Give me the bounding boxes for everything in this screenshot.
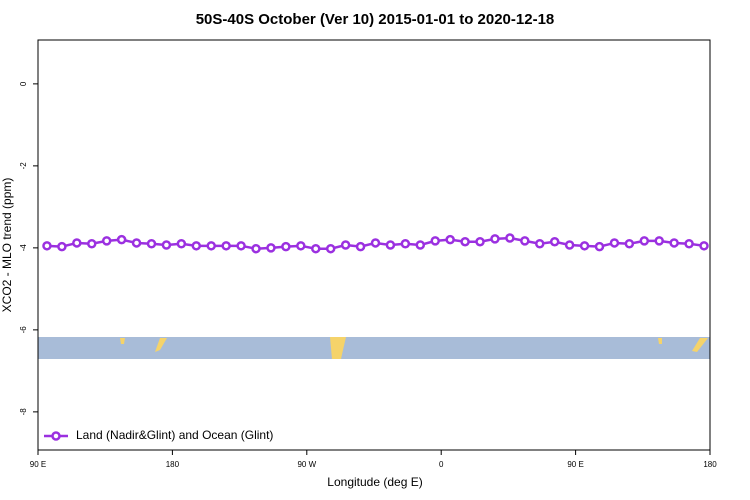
point: [146, 239, 157, 249]
point: [266, 243, 276, 253]
point: [520, 236, 530, 246]
map-strip: [38, 337, 710, 359]
point: [325, 243, 336, 254]
point: [684, 239, 694, 249]
point: [579, 241, 590, 251]
point: [639, 236, 650, 246]
point: [236, 241, 246, 251]
point: [131, 238, 142, 248]
point: [370, 238, 381, 248]
point: [460, 236, 470, 247]
x-axis-label: Longitude (deg E): [327, 475, 422, 489]
point: [654, 236, 664, 246]
point: [311, 243, 321, 254]
legend-marker: [51, 431, 61, 441]
point: [415, 240, 426, 250]
point: [221, 241, 231, 251]
point: [87, 239, 97, 249]
point: [206, 241, 216, 251]
legend-label: Land (Nadir&Glint) and Ocean (Glint): [76, 428, 273, 442]
point: [340, 240, 351, 250]
point: [609, 238, 620, 248]
point: [535, 239, 545, 249]
x-tick-label: 0: [439, 460, 444, 469]
y-tick-label: -6: [19, 326, 28, 334]
x-tick-label: 180: [166, 460, 180, 469]
point: [296, 241, 306, 251]
point: [176, 239, 187, 249]
point: [549, 236, 560, 247]
point: [57, 241, 67, 252]
plot-frame: [37, 39, 711, 451]
point: [564, 240, 575, 250]
point: [116, 234, 127, 245]
point: [101, 236, 112, 246]
point: [445, 234, 455, 245]
point: [400, 239, 411, 249]
point: [191, 241, 202, 251]
point: [251, 243, 261, 254]
point: [475, 236, 485, 247]
point: [430, 236, 440, 246]
point: [624, 239, 635, 249]
point: [594, 241, 605, 252]
y-axis-label: XCO2 - MLO trend (ppm): [0, 178, 14, 313]
point: [355, 241, 366, 252]
x-tick-label: 180: [703, 460, 717, 469]
x-tick-label: 90 E: [30, 460, 46, 469]
y-tick-label: -8: [19, 408, 28, 416]
point: [490, 234, 500, 244]
point: [161, 240, 172, 250]
point: [72, 238, 82, 248]
x-tick-label: 90 E: [567, 460, 583, 469]
point: [505, 233, 515, 243]
point: [42, 241, 52, 251]
y-tick-label: 0: [19, 81, 28, 86]
y-tick-label: -2: [19, 162, 28, 170]
point: [699, 241, 709, 251]
chart-title: 50S-40S October (Ver 10) 2015-01-01 to 2…: [196, 11, 555, 28]
point: [669, 238, 679, 248]
point: [385, 240, 396, 250]
y-tick-label: -4: [19, 244, 28, 252]
point: [281, 241, 291, 252]
x-tick-label: 90 W: [297, 460, 316, 469]
